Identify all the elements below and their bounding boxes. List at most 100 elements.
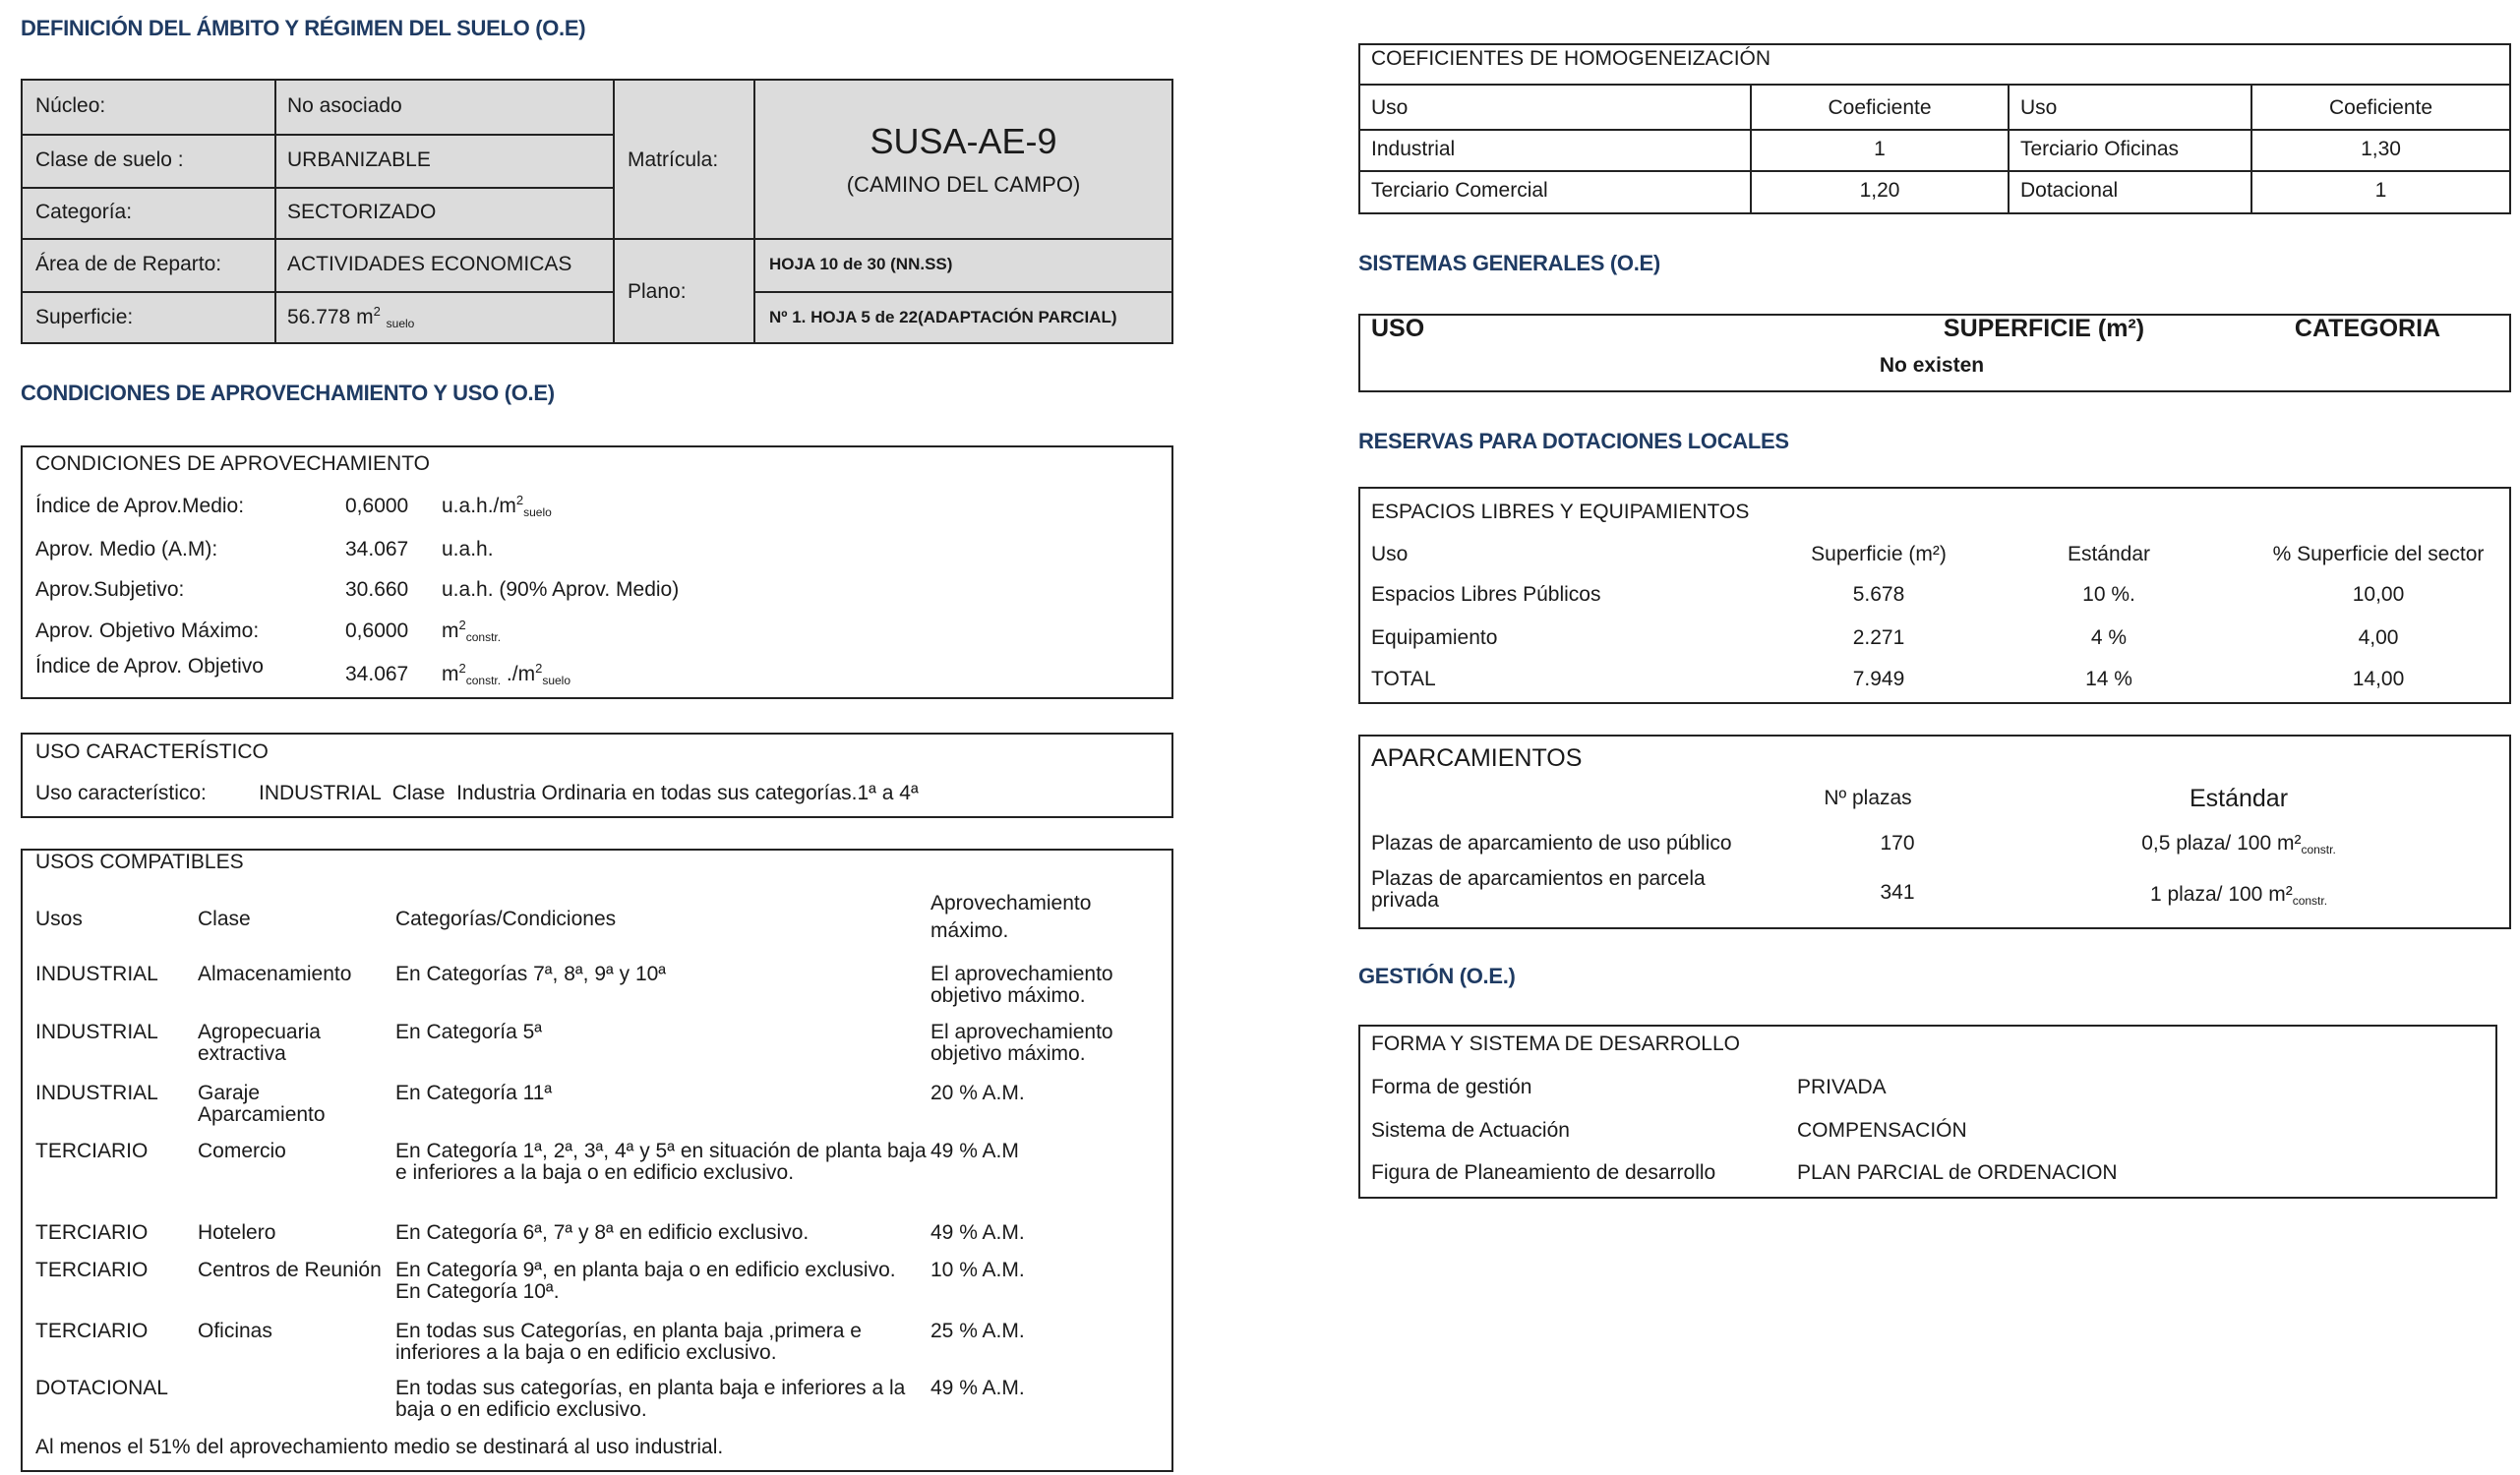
- espacios-cell: Espacios Libres Públicos: [1371, 583, 1601, 606]
- usos-row-cond: En todas sus Categorías, en planta baja …: [395, 1320, 862, 1364]
- area-reparto-value: ACTIVIDADES ECONOMICAS: [287, 253, 572, 275]
- indice-aprov-medio-unit: u.a.h./m2suelo: [442, 493, 552, 519]
- esp-header-uso: Uso: [1371, 543, 1409, 565]
- apar-row-estandar: 1 plaza/ 100 m²constr.: [2149, 883, 2328, 908]
- aprov-subjetivo-value: 30.660: [345, 578, 409, 601]
- clase-suelo-value: URBANIZABLE: [287, 148, 431, 171]
- espacios-cell: 7.949: [1852, 668, 1905, 690]
- usos-row-uso: INDUSTRIAL: [35, 1082, 158, 1104]
- clase-suelo-label: Clase de suelo :: [35, 148, 184, 171]
- coef-header-uso: Uso: [1371, 96, 1409, 119]
- header-clase: Clase: [198, 908, 251, 930]
- coef-cell: Industrial: [1371, 138, 1456, 160]
- esp-header-estandar: Estándar: [2067, 543, 2151, 565]
- section-heading-definicion: DEFINICIÓN DEL ÁMBITO Y RÉGIMEN DEL SUEL…: [21, 16, 586, 40]
- usos-row-aprov: 49 % A.M.: [930, 1221, 1025, 1244]
- espacios-cell: 4,00: [2358, 626, 2399, 649]
- coef-header-uso-2: Uso: [2020, 96, 2058, 119]
- esp-header-superficie: Superficie (m²): [1811, 543, 1947, 565]
- usos-row-aprov: 10 % A.M.: [930, 1259, 1025, 1281]
- figura-planeamiento-value: PLAN PARCIAL de ORDENACION: [1797, 1161, 2118, 1184]
- usos-row-clase: Comercio: [198, 1140, 286, 1162]
- apar-row-label: Plazas de aparcamientos en parcela priva…: [1371, 867, 1706, 912]
- usos-row-uso: DOTACIONAL: [35, 1377, 168, 1399]
- apar-row-plazas: 170: [1880, 832, 1915, 855]
- plano-hoja-nnss: HOJA 10 de 30 (NN.SS): [769, 255, 953, 273]
- usos-row-clase: Hotelero: [198, 1221, 276, 1244]
- categoria-value: SECTORIZADO: [287, 201, 437, 223]
- apar-header-estandar: Estándar: [2189, 785, 2289, 812]
- aprov-objetivo-max-unit: m2constr.: [442, 618, 502, 644]
- coef-cell: 1,20: [1859, 179, 1900, 202]
- forma-box: [1358, 1025, 2497, 1199]
- apar-row-label: Plazas de aparcamiento de uso público: [1371, 832, 1732, 855]
- usos-compatibles-footer: Al menos el 51% del aprovechamiento medi…: [35, 1436, 724, 1458]
- section-heading-gestion: GESTIÓN (O.E.): [1358, 964, 1516, 988]
- header-usos: Usos: [35, 908, 83, 930]
- usos-row-cond: En Categoría 1ª, 2ª, 3ª, 4ª y 5ª en situ…: [395, 1140, 927, 1184]
- header-condiciones: Categorías/Condiciones: [395, 908, 617, 930]
- superficie-value: 56.778 m2 suelo: [287, 304, 415, 330]
- usos-row-cond: En Categoría 9ª, en planta baja o en edi…: [395, 1259, 896, 1303]
- usos-row-aprov: 25 % A.M.: [930, 1320, 1025, 1342]
- coef-header-coeficiente: Coeficiente: [1828, 96, 1932, 119]
- forma-gestion-value: PRIVADA: [1797, 1076, 1887, 1098]
- header-aprovechamiento: Aprovechamiento máximo.: [930, 892, 1092, 942]
- aprov-medio-unit: u.a.h.: [442, 538, 494, 560]
- indice-aprov-medio-label: Índice de Aprov.Medio:: [35, 495, 245, 517]
- nucleo-label: Núcleo:: [35, 94, 106, 117]
- usos-row-uso: TERCIARIO: [35, 1140, 149, 1162]
- usos-compatibles-title: USOS COMPATIBLES: [35, 851, 244, 873]
- aparcamientos-title: APARCAMIENTOS: [1371, 744, 1583, 772]
- apar-header-plazas: Nº plazas: [1824, 787, 1912, 809]
- uso-caracteristico-value: INDUSTRIAL Clase Industria Ordinaria en …: [259, 782, 919, 804]
- usos-row-clase: Garaje Aparcamiento: [198, 1082, 326, 1126]
- usos-row-cond: En Categoría 5ª: [395, 1021, 543, 1043]
- coef-cell: Terciario Comercial: [1371, 179, 1548, 202]
- figura-planeamiento-label: Figura de Planeamiento de desarrollo: [1371, 1161, 1716, 1184]
- usos-row-clase: Agropecuaria extractiva: [198, 1021, 321, 1065]
- usos-row-aprov: El aprovechamiento objetivo máximo.: [930, 1021, 1113, 1065]
- sg-header-superficie: SUPERFICIE (m²): [1943, 315, 2145, 342]
- coef-cell: Terciario Oficinas: [2020, 138, 2180, 160]
- usos-row-clase: Centros de Reunión: [198, 1259, 382, 1281]
- area-reparto-label: Área de de Reparto:: [35, 253, 222, 275]
- indice-aprov-objetivo-label: Índice de Aprov. Objetivo: [35, 655, 264, 678]
- usos-row-cond: En Categorías 7ª, 8ª, 9ª y 10ª: [395, 963, 667, 985]
- sg-header-uso: USO: [1371, 315, 1425, 342]
- espacios-cell: 10 %.: [2082, 583, 2135, 606]
- aprov-objetivo-max-label: Aprov. Objetivo Máximo:: [35, 620, 260, 642]
- espacios-cell: 5.678: [1852, 583, 1905, 606]
- usos-row-cond: En Categoría 11ª: [395, 1082, 553, 1104]
- section-heading-reservas: RESERVAS PARA DOTACIONES LOCALES: [1358, 429, 1789, 453]
- aprov-medio-value: 34.067: [345, 538, 409, 560]
- sistema-actuacion-label: Sistema de Actuación: [1371, 1119, 1570, 1142]
- coeficientes-title: COEFICIENTES DE HOMOGENEIZACIÓN: [1371, 47, 1771, 70]
- espacios-box: [1358, 487, 2511, 704]
- coef-cell: 1: [2374, 179, 2387, 202]
- apar-row-estandar: 0,5 plaza/ 100 m²constr.: [2141, 832, 2336, 856]
- usos-row-uso: TERCIARIO: [35, 1320, 149, 1342]
- categoria-label: Categoría:: [35, 201, 133, 223]
- forma-title: FORMA Y SISTEMA DE DESARROLLO: [1371, 1032, 1740, 1055]
- espacios-cell: 14,00: [2352, 668, 2405, 690]
- aprov-subjetivo-label: Aprov.Subjetivo:: [35, 578, 185, 601]
- indice-aprov-medio-value: 0,6000: [345, 495, 409, 517]
- espacios-cell: 4 %: [2090, 626, 2128, 649]
- aprov-subjetivo-unit: u.a.h. (90% Aprov. Medio): [442, 578, 680, 601]
- sg-empty-message: No existen: [1879, 354, 1985, 377]
- matricula-label: Matrícula:: [628, 148, 719, 171]
- espacios-cell: 2.271: [1852, 626, 1905, 649]
- sg-header-categoria: CATEGORIA: [2294, 315, 2441, 342]
- nucleo-value: No asociado: [287, 94, 402, 117]
- aparcamientos-box: [1358, 735, 2511, 929]
- apar-row-plazas: 341: [1880, 881, 1915, 904]
- usos-row-uso: INDUSTRIAL: [35, 963, 158, 985]
- sistema-actuacion-value: COMPENSACIÓN: [1797, 1119, 1967, 1142]
- indice-aprov-objetivo-value: 34.067: [345, 663, 409, 685]
- usos-row-aprov: 49 % A.M: [930, 1140, 1019, 1162]
- usos-row-aprov: 49 % A.M.: [930, 1377, 1025, 1399]
- usos-row-uso: TERCIARIO: [35, 1259, 149, 1281]
- aprov-medio-label: Aprov. Medio (A.M):: [35, 538, 218, 560]
- aprov-objetivo-max-value: 0,6000: [345, 620, 409, 642]
